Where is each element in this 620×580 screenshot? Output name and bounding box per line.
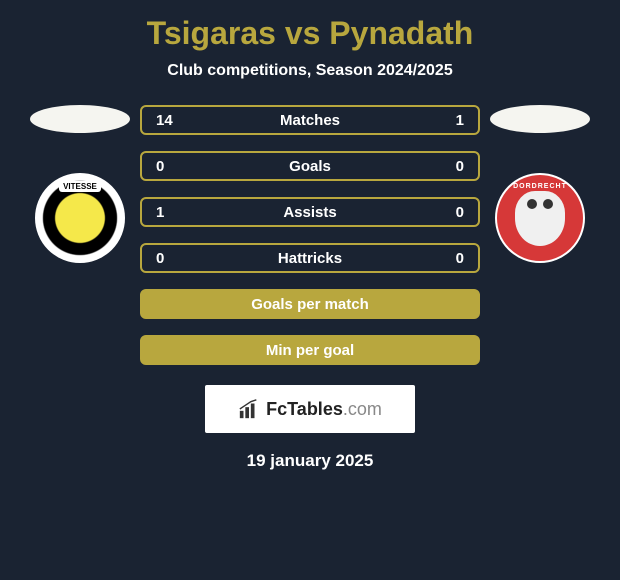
right-team-col: DORDRECHT [480, 105, 600, 263]
stat-label: Assists [283, 204, 336, 221]
stat-left-value: 1 [156, 204, 176, 221]
stat-left-value: 0 [156, 158, 176, 175]
stat-right-value: 0 [444, 204, 464, 221]
stat-label: Goals per match [251, 296, 369, 313]
date-label: 19 january 2025 [247, 451, 374, 471]
stat-label: Min per goal [266, 342, 354, 359]
stat-right-value: 1 [444, 112, 464, 129]
stat-row-hattricks: 0 Hattricks 0 [140, 243, 480, 273]
stat-label: Goals [289, 158, 331, 175]
stat-row-matches: 14 Matches 1 [140, 105, 480, 135]
left-team-col [20, 105, 140, 263]
stat-label: Matches [280, 112, 340, 129]
stat-row-min-per-goal: Min per goal [140, 335, 480, 365]
subtitle: Club competitions, Season 2024/2025 [167, 62, 452, 80]
badge-mascot-icon [515, 191, 565, 246]
chart-icon [238, 398, 260, 420]
stat-row-goals: 0 Goals 0 [140, 151, 480, 181]
team-badge-vitesse [35, 173, 125, 263]
brand-domain: .com [343, 399, 382, 419]
left-name-pill [30, 105, 130, 133]
stat-label: Hattricks [278, 250, 342, 267]
stat-right-value: 0 [444, 158, 464, 175]
brand-footer[interactable]: FcTables.com [205, 385, 415, 433]
stat-right-value: 0 [444, 250, 464, 267]
badge-right-label: DORDRECHT [513, 183, 567, 190]
team-badge-dordrecht: DORDRECHT [495, 173, 585, 263]
page-title: Tsigaras vs Pynadath [147, 15, 474, 52]
brand-text: FcTables.com [266, 399, 382, 420]
brand-name: FcTables [266, 399, 343, 419]
stats-column: 14 Matches 1 0 Goals 0 1 Assists 0 0 Hat… [140, 105, 480, 365]
stat-row-goals-per-match: Goals per match [140, 289, 480, 319]
stat-left-value: 14 [156, 112, 176, 129]
right-name-pill [490, 105, 590, 133]
stat-row-assists: 1 Assists 0 [140, 197, 480, 227]
main-area: 14 Matches 1 0 Goals 0 1 Assists 0 0 Hat… [0, 105, 620, 365]
stat-left-value: 0 [156, 250, 176, 267]
comparison-card: Tsigaras vs Pynadath Club competitions, … [0, 0, 620, 481]
